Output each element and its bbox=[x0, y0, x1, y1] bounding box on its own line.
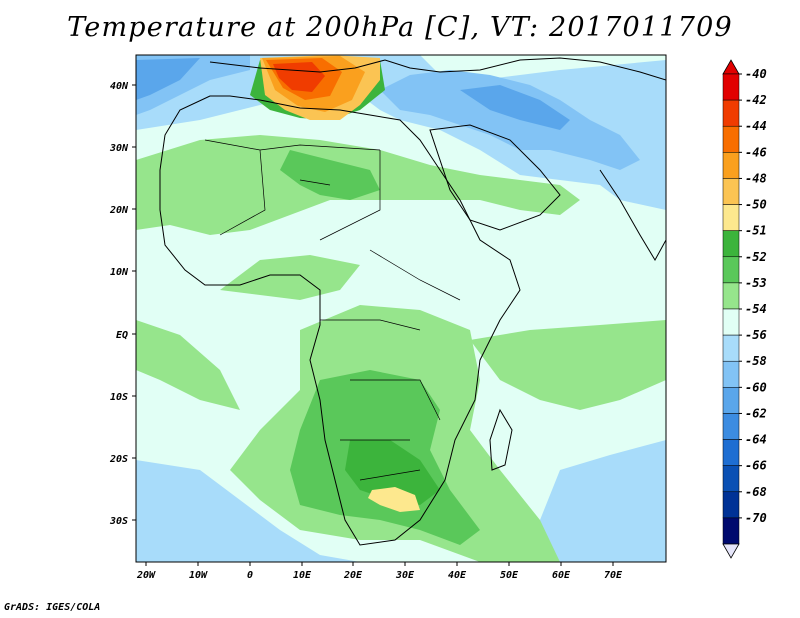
colorbar-label: -68 bbox=[745, 485, 767, 499]
colorbar-label: -44 bbox=[745, 119, 767, 133]
grads-credit: GrADS: IGES/COLA bbox=[4, 602, 101, 613]
europe-coastline bbox=[209, 57, 666, 81]
lat-label: 10S bbox=[110, 392, 128, 403]
field-contour-53-west bbox=[136, 320, 240, 410]
colorbar-swatch bbox=[722, 99, 740, 127]
india-coastline bbox=[599, 169, 666, 262]
colorbar-swatch bbox=[722, 204, 740, 231]
field-contour-51-south bbox=[345, 440, 440, 505]
colorbar-label: -48 bbox=[745, 171, 767, 185]
colorbar-label: -58 bbox=[745, 354, 767, 368]
colorbar-swatch bbox=[722, 491, 740, 519]
colorbar-label: -52 bbox=[745, 250, 767, 264]
colorbar-swatch bbox=[722, 282, 740, 310]
colorbar-swatch bbox=[722, 334, 740, 362]
chart-title: Temperature at 200hPa [C], VT: 201701170… bbox=[67, 12, 733, 43]
colorbar-label: -53 bbox=[745, 276, 767, 290]
arabia-coastline bbox=[429, 124, 561, 231]
map-plot-area bbox=[136, 55, 666, 562]
field-contour-58-east bbox=[380, 70, 640, 170]
lon-label: 40E bbox=[448, 570, 467, 581]
colorbar-label: -54 bbox=[745, 302, 767, 316]
colorbar-label: -64 bbox=[745, 433, 767, 447]
colorbar-label: -70 bbox=[745, 511, 767, 525]
colorbar-label: -40 bbox=[745, 67, 767, 81]
colorbar-swatch bbox=[722, 465, 740, 493]
latitude-axis: 40N 30N 20N 10N EQ 10S 20S 30S bbox=[109, 81, 136, 527]
colorbar-swatch bbox=[722, 360, 740, 388]
lon-label: 10E bbox=[293, 570, 312, 581]
lat-label: 40N bbox=[110, 81, 129, 92]
colorbar-label: -46 bbox=[745, 145, 767, 159]
lat-label: EQ bbox=[116, 330, 128, 341]
africa-coastline bbox=[159, 95, 521, 546]
colorbar-swatch bbox=[722, 230, 740, 258]
colorbar-top-arrow bbox=[722, 59, 740, 75]
colorbar: -40 -42 -44 -46 -48 -50 -51 -52 -53 -54 -56 -58 -60 -… bbox=[722, 59, 767, 559]
lon-label: 70E bbox=[604, 570, 623, 581]
colorbar-swatch bbox=[722, 152, 740, 179]
lon-label: 10W bbox=[189, 570, 208, 581]
field-contour-50-south bbox=[368, 487, 420, 512]
field-contour-53-central bbox=[220, 255, 360, 300]
lon-label: 50E bbox=[500, 570, 519, 581]
colorbar-swatch bbox=[722, 73, 740, 101]
lon-label: 60E bbox=[552, 570, 571, 581]
colorbar-swatch bbox=[722, 178, 740, 205]
field-contour-53-east bbox=[470, 320, 666, 410]
colorbar-swatch bbox=[722, 387, 740, 414]
colorbar-label: -50 bbox=[745, 198, 767, 212]
lon-label: 20W bbox=[136, 570, 156, 581]
lon-label: 30E bbox=[395, 570, 415, 581]
field-contour-60-west bbox=[136, 58, 200, 100]
colorbar-swatch bbox=[722, 308, 740, 336]
colorbar-swatch bbox=[722, 125, 740, 153]
field-contour-52-north bbox=[280, 150, 380, 200]
plot-frame bbox=[135, 54, 667, 563]
longitude-axis: 20W 10W 0 10E 20E 30E 40E 50E 60E 70E bbox=[136, 562, 623, 581]
colorbar-swatch bbox=[722, 517, 740, 545]
colorbar-label: -56 bbox=[745, 328, 767, 342]
colorbar-swatch bbox=[722, 439, 740, 466]
country-borders bbox=[204, 139, 461, 481]
colorbar-bottom-arrow bbox=[722, 543, 740, 559]
field-contour-60 bbox=[460, 85, 570, 130]
colorbar-label: -62 bbox=[745, 406, 767, 420]
colorbar-label: -51 bbox=[745, 224, 767, 238]
colorbar-swatch bbox=[722, 256, 740, 284]
colorbar-label: -42 bbox=[745, 93, 767, 107]
lon-label: 0 bbox=[247, 570, 253, 581]
field-contour-56-south-east bbox=[520, 440, 666, 562]
lat-label: 20N bbox=[109, 205, 129, 216]
lat-label: 10N bbox=[110, 267, 129, 278]
colorbar-label: -66 bbox=[745, 459, 767, 473]
madagascar-coastline bbox=[489, 408, 513, 471]
lon-label: 20E bbox=[343, 570, 363, 581]
colorbar-swatch bbox=[722, 413, 740, 440]
lat-label: 30N bbox=[109, 143, 129, 154]
colorbar-label: -60 bbox=[745, 380, 767, 394]
field-contour-56-south bbox=[136, 460, 360, 562]
lat-label: 30S bbox=[109, 516, 128, 527]
lat-label: 20S bbox=[109, 454, 128, 465]
